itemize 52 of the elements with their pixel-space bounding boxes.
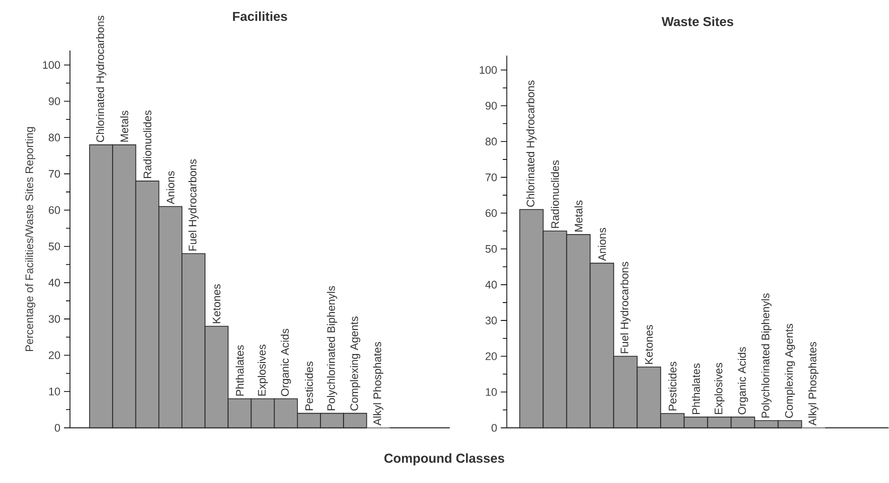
x-tick-label: Radionuclides: [550, 160, 559, 228]
x-tick-label: Polychlorinated Biphenyls: [326, 286, 338, 410]
y-tick-label: 20: [486, 352, 497, 360]
y-tick-label: 10: [49, 388, 60, 396]
y-tick-label: 0: [492, 424, 497, 432]
x-tick-label: Phthalates: [236, 345, 244, 396]
y-tick-label: 100: [43, 61, 60, 69]
x-tick-label: Radionuclides: [143, 110, 152, 178]
y-tick-label: 100: [480, 66, 497, 74]
x-tick-label: Anions: [598, 228, 606, 262]
x-tick-label: Metals: [120, 110, 128, 142]
y-tick-label: 90: [48, 97, 60, 106]
y-tick-label: 80: [486, 138, 497, 146]
x-tick-label: Anions: [166, 171, 174, 204]
x-tick-label: Chlorinated Hydrocarbons: [526, 80, 537, 207]
y-tick-label: 90: [486, 102, 497, 110]
x-tick-label: Organic Acids: [280, 328, 291, 396]
y-tick-label: 70: [486, 174, 497, 182]
y-tick-label: 50: [48, 242, 60, 250]
x-tick-label: Complexing Agents: [350, 316, 360, 411]
x-tick-label: Phthalates: [692, 364, 700, 414]
x-tick-label: Ketones: [645, 325, 653, 364]
x-tick-label: Organic Acids: [738, 347, 748, 414]
x-tick-label: Chlorinated Hydrocarbons: [96, 16, 106, 142]
y-tick-label: 60: [48, 206, 60, 214]
x-tick-label: Alkyl Phosphates: [373, 342, 384, 426]
x-tick-label: Fuel Hydrocarbons: [188, 159, 199, 251]
x-tick-label: Explosives: [714, 363, 725, 414]
y-tick-label: 40: [48, 278, 60, 287]
x-tick-label: Complexing Agents: [784, 324, 796, 418]
x-tick-label: Explosives: [258, 344, 268, 396]
x-tick-label: Metals: [574, 200, 582, 232]
y-tick-label: 80: [48, 134, 60, 142]
x-tick-label: Polychlorinated Biphenyls: [761, 294, 772, 418]
x-tick-label: Pesticides: [304, 362, 313, 410]
y-tick-label: 60: [486, 209, 497, 218]
y-tick-label: 40: [485, 280, 497, 289]
y-tick-label: 30: [48, 315, 60, 323]
y-tick-label: 70: [48, 170, 60, 178]
chart-title: Waste Sites: [662, 16, 734, 26]
chart-title: Facilities: [233, 12, 288, 22]
y-tick-label: 10: [486, 388, 497, 396]
x-tick-label: Pesticides: [668, 362, 676, 410]
x-tick-label: Alkyl Phosphates: [808, 342, 819, 426]
y-tick-label: 0: [54, 424, 60, 432]
x-tick-label: Fuel Hydrocarbons: [620, 262, 631, 354]
y-tick-label: 50: [486, 245, 497, 253]
y-tick-label: 30: [486, 316, 497, 324]
y-tick-label: 20: [48, 351, 60, 360]
x-axis-title: Compound Classes: [384, 453, 504, 466]
y-axis-title: Percentage of Facilities/Waste Sites Reporting: [25, 127, 36, 352]
x-tick-label: Ketones: [212, 284, 220, 324]
